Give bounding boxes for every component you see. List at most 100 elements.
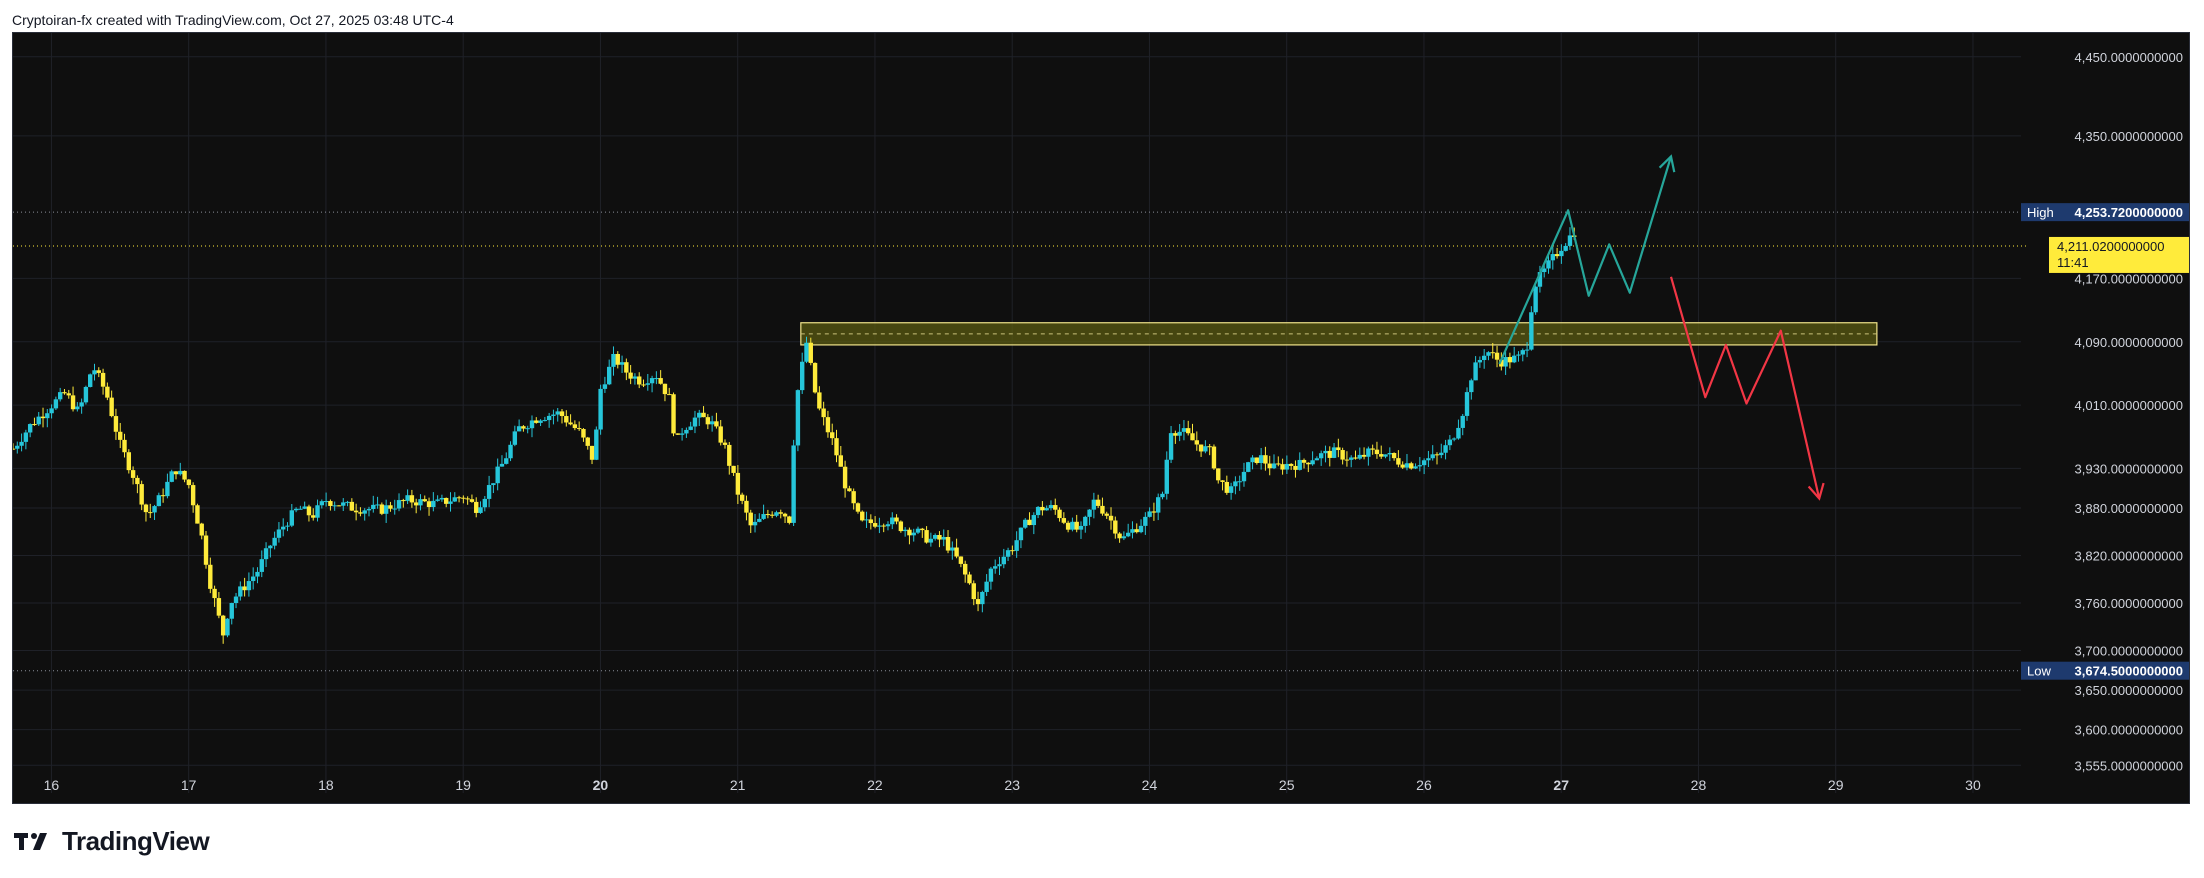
candle-body-up (1246, 462, 1251, 472)
candle-body-down (1100, 505, 1105, 514)
candle-body-up (649, 378, 655, 384)
candle-body-up (178, 470, 183, 475)
candle-body-up (375, 504, 380, 506)
candle-body-up (980, 591, 985, 605)
candle-body-up (238, 586, 243, 597)
candle-body-up (246, 581, 252, 591)
candle-body-up (1413, 466, 1418, 469)
candle-body-down (860, 511, 865, 521)
candle-body-up (1228, 486, 1234, 493)
candle-body-up (538, 420, 543, 423)
candle-body-down (907, 529, 912, 536)
candle-body-up (255, 571, 260, 577)
candle-body-down (1280, 464, 1285, 470)
candle-body-down (306, 506, 312, 516)
candle-body-up (392, 508, 397, 510)
candle-body-up (1160, 493, 1165, 498)
candle-body-down (782, 513, 788, 517)
candle-body-up (53, 399, 59, 409)
candle-body-up (396, 500, 402, 509)
candle-body-down (1010, 550, 1015, 552)
candle-body-up (1421, 460, 1427, 466)
candle-body-up (341, 502, 346, 506)
candle-body-up (1147, 511, 1152, 517)
candle-body-up (997, 564, 1002, 567)
candle-body-down (1134, 529, 1139, 533)
candle-body-down (160, 495, 166, 497)
candle-body-up (1349, 457, 1354, 460)
candle-body-down (212, 588, 217, 599)
candle-body-up (594, 429, 599, 460)
candle-body-up (1297, 459, 1302, 470)
candle-body-up (1005, 550, 1011, 557)
candle-body-up (383, 505, 389, 514)
candle-body-up (1331, 447, 1337, 458)
candle-body-down (748, 512, 753, 526)
candle-body-up (555, 411, 560, 415)
candle-body-up (791, 445, 796, 523)
candle-body-down (199, 523, 204, 536)
candle-body-down (1254, 457, 1260, 464)
candle-body-up (1546, 260, 1551, 269)
candle-body-down (675, 433, 681, 435)
candle-body-up (233, 596, 239, 603)
axis-labels: 4,450.0000000000 4,350.0000000000 4,170.00… (44, 50, 2189, 793)
candle-body-down (1409, 463, 1414, 469)
candle-body-up (448, 501, 453, 504)
candle-body-up (1357, 454, 1362, 459)
candle-body-up (27, 424, 33, 433)
candle-body-down (426, 501, 432, 508)
candle-body-up (1417, 465, 1423, 467)
candle-body-up (362, 510, 367, 514)
candle-body-down (1190, 433, 1195, 441)
candle-body-up (36, 416, 41, 425)
candle-body-down (1327, 450, 1332, 458)
candle-body-down (1198, 444, 1204, 452)
candle-body-down (812, 362, 818, 393)
candle-body-down (838, 455, 844, 467)
candle-body-up (516, 426, 522, 432)
candle-body-down (1370, 448, 1375, 450)
candle-body-down (658, 378, 663, 384)
candle-body-up (83, 386, 89, 403)
y-tick-label: 4,350.0000000000 (2075, 129, 2183, 144)
y-tick-label: 4,170.0000000000 (2075, 271, 2183, 286)
candle-body-up (1044, 508, 1049, 511)
candle-body-up (1233, 481, 1238, 487)
x-tick-label: 25 (1279, 777, 1295, 793)
x-tick-label: 18 (318, 777, 334, 793)
candle-body-down (662, 383, 668, 395)
candle-body-down (353, 510, 359, 513)
x-tick-label: 20 (593, 777, 609, 793)
candle-body-up (546, 415, 552, 421)
candle-body-down (714, 421, 719, 427)
candle-body-down (1040, 506, 1045, 511)
y-tick-label: 3,650.0000000000 (2075, 683, 2183, 698)
candle-body-up (1387, 453, 1393, 455)
candle-body-up (885, 524, 891, 527)
candle-body-up (250, 576, 256, 582)
candle-body-up (75, 406, 80, 410)
y-tick-label: 3,600.0000000000 (2075, 723, 2183, 738)
tradingview-brand-text: TradingView (62, 826, 210, 856)
candle-body-down (1353, 457, 1358, 459)
candle-body-down (135, 477, 140, 485)
candle-body-up (993, 566, 998, 569)
candle-body-up (606, 366, 612, 385)
candle-body-down (868, 519, 874, 524)
candle-body-up (1516, 354, 1521, 356)
candle-body-down (817, 392, 822, 409)
candle-body-up (1070, 521, 1075, 530)
candle-body-down (847, 488, 852, 492)
candle-body-up (804, 342, 809, 362)
candle-body-down (769, 514, 775, 516)
candle-body-up (1018, 527, 1024, 541)
x-tick-label: 28 (1691, 777, 1707, 793)
candle-body-up (169, 471, 174, 482)
candlestick-chart[interactable]: 4,450.0000000000 4,350.0000000000 4,170.00… (13, 33, 2189, 803)
candle-body-down (1207, 446, 1212, 448)
chart-panel[interactable]: 4,450.0000000000 4,350.0000000000 4,170.00… (12, 32, 2190, 804)
y-tick-label: 4,450.0000000000 (2075, 50, 2183, 65)
candle-body-up (1168, 433, 1174, 460)
tradingview-logo[interactable]: TradingView (14, 826, 210, 857)
